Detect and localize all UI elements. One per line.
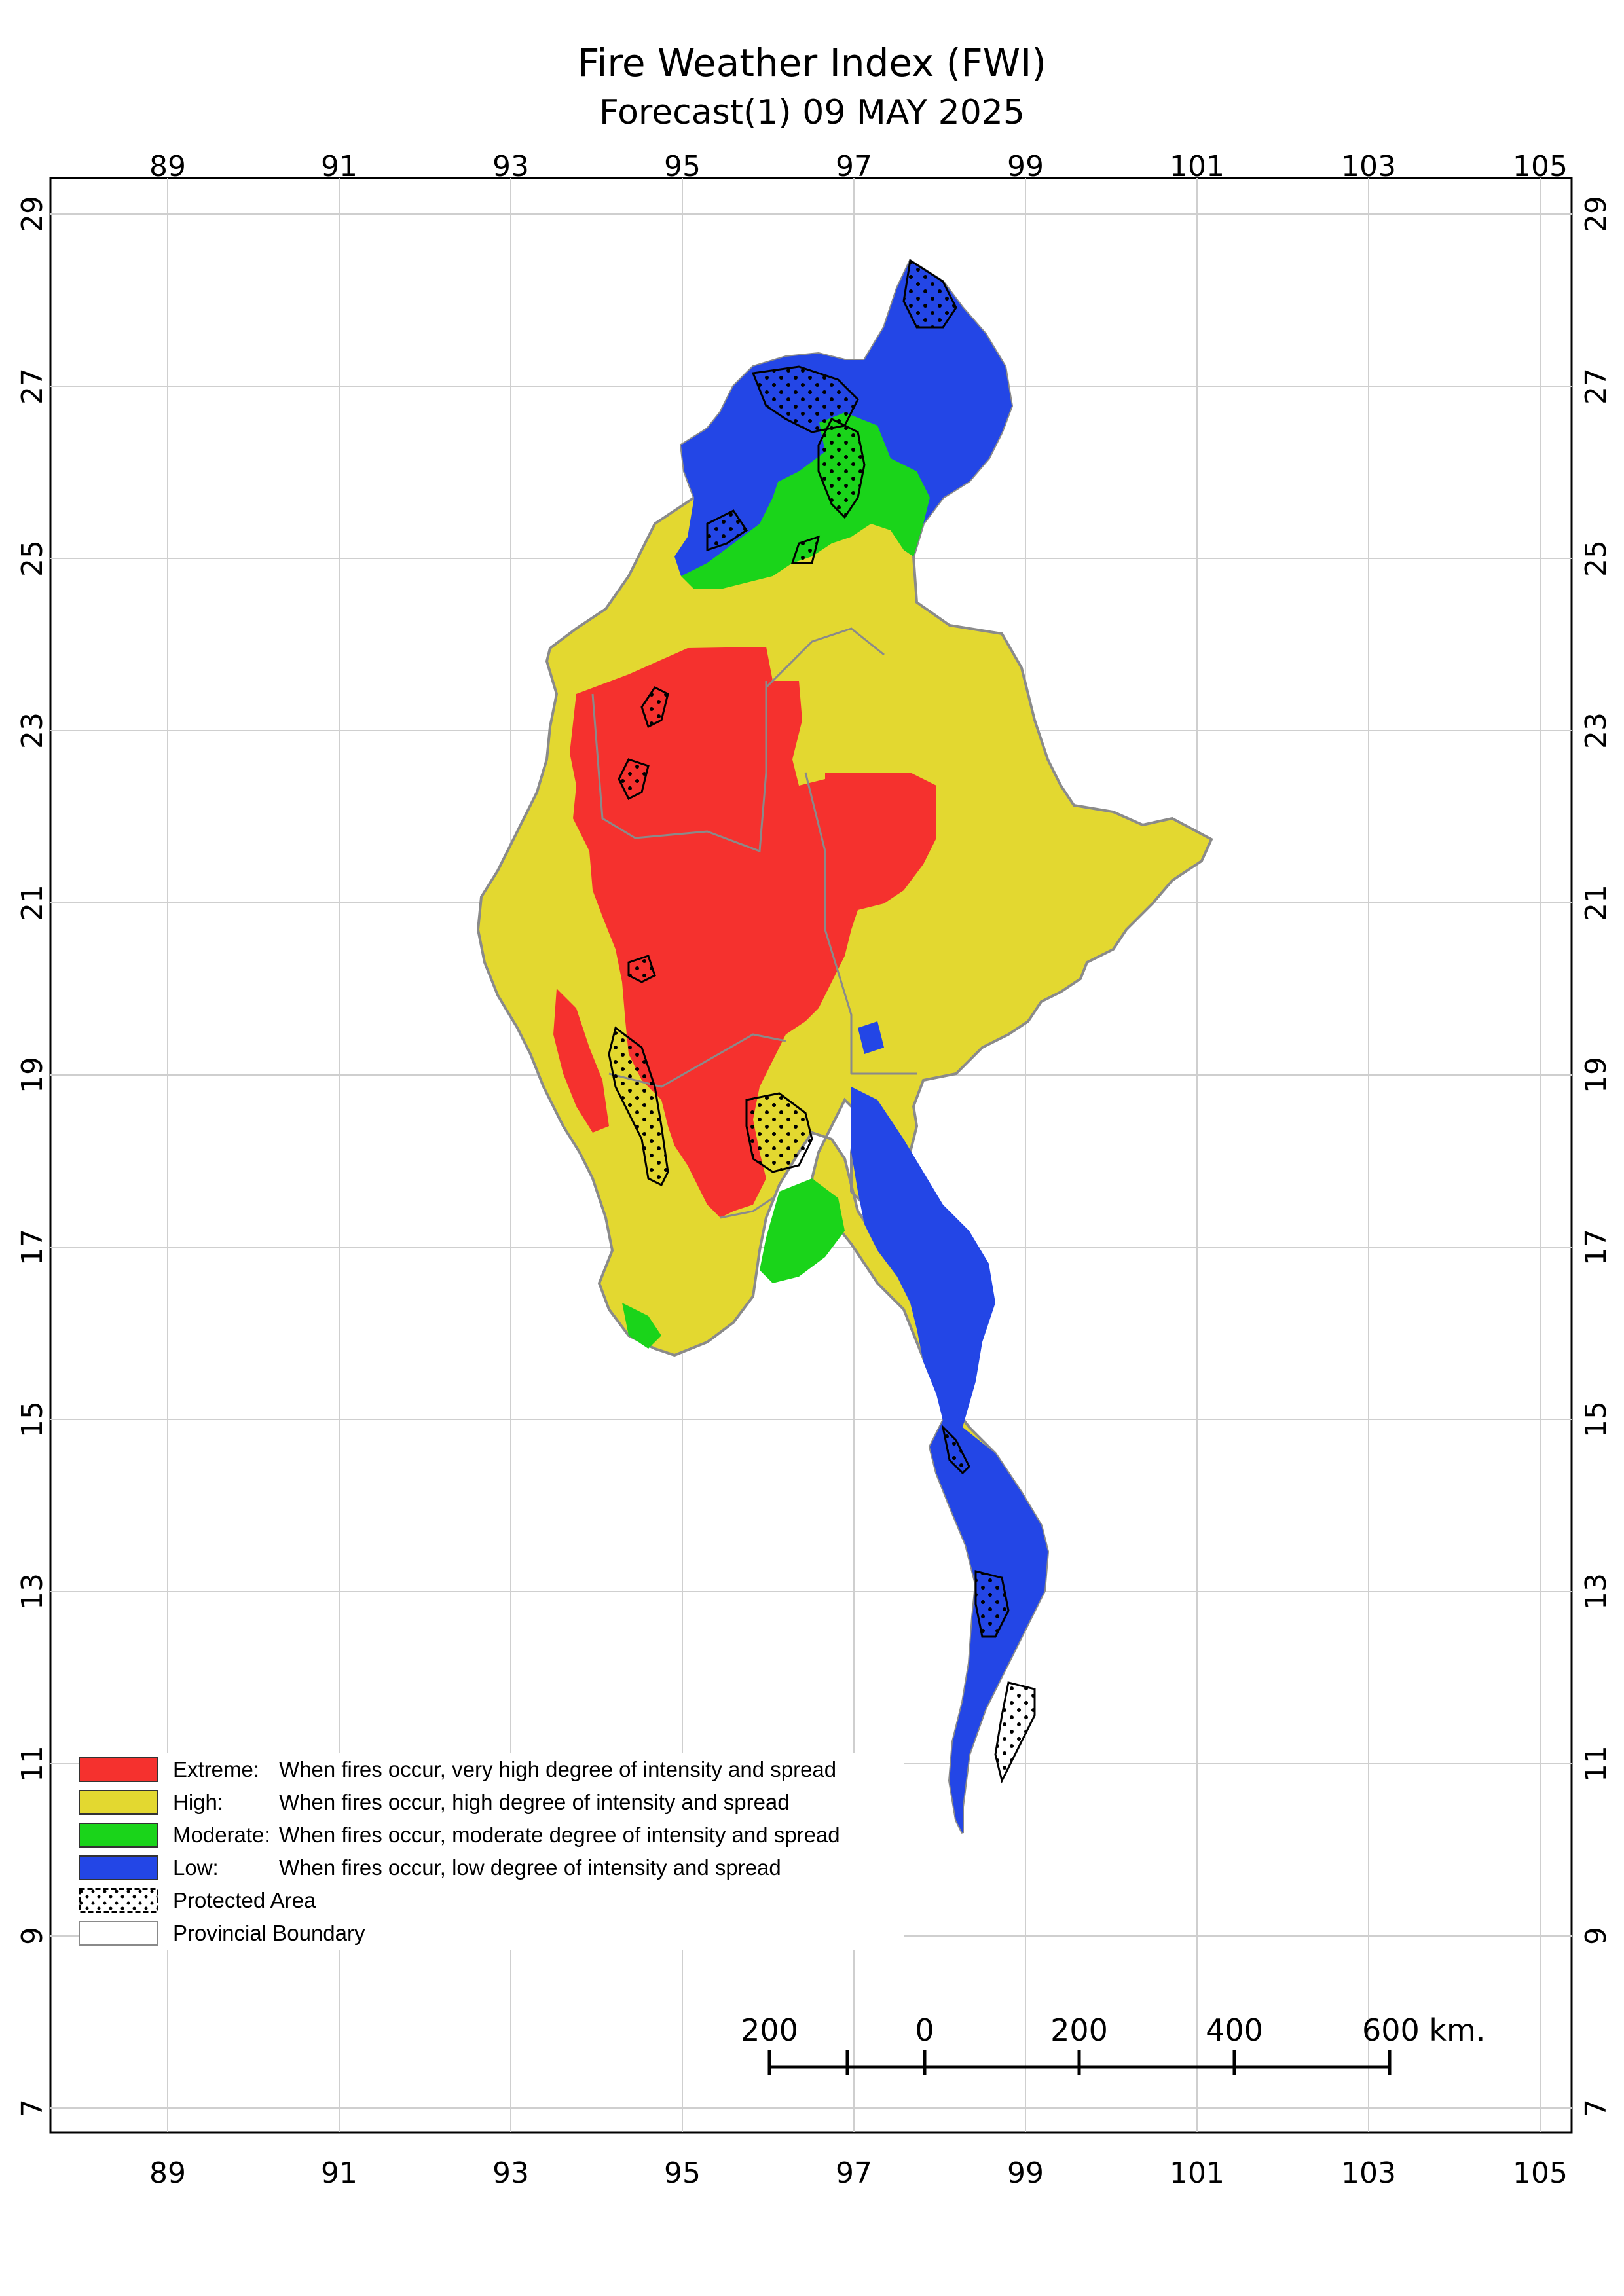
scale-label-200-left: 200: [741, 2013, 798, 2048]
legend-name-extreme: Extreme:: [173, 1757, 260, 1781]
legend-swatch-extreme: [79, 1757, 158, 1782]
scale-label-600: 600 km.: [1362, 2013, 1486, 2048]
legend: Extreme: When fires occur, very high deg…: [79, 1753, 904, 1950]
lon-label-top: 95: [664, 150, 701, 183]
lat-label-right: 23: [1579, 712, 1613, 749]
lat-label-right: 9: [1579, 1927, 1613, 1945]
legend-desc-high: When fires occur, high degree of intensi…: [279, 1790, 790, 1814]
legend-desc-moderate: When fires occur, moderate degree of int…: [279, 1823, 840, 1847]
lat-label-left: 17: [16, 1229, 49, 1266]
lat-label-right: 11: [1579, 1745, 1613, 1782]
lat-label-right: 29: [1579, 196, 1613, 232]
legend-name-high: High:: [173, 1790, 224, 1814]
low-zone-north-inner: [753, 419, 825, 484]
low-zone-east-patch: [858, 1021, 884, 1054]
legend-name-low: Low:: [173, 1855, 219, 1880]
scale-label-400: 400: [1206, 2013, 1263, 2048]
legend-desc-low: When fires occur, low degree of intensit…: [279, 1855, 781, 1880]
lat-label-left: 15: [16, 1401, 49, 1438]
lat-label-left: 21: [16, 884, 49, 921]
fwi-map: [476, 259, 1213, 1834]
lat-label-right: 13: [1579, 1573, 1613, 1610]
lat-label-left: 19: [16, 1057, 49, 1093]
legend-label-protected: Protected Area: [173, 1888, 316, 1912]
lon-label-top: 91: [321, 150, 358, 183]
moderate-zone-north: [681, 412, 930, 589]
lat-label-left: 11: [16, 1745, 49, 1782]
lon-label-top: 99: [1007, 150, 1044, 183]
moderate-zone-delta: [622, 1303, 661, 1349]
legend-name-moderate: Moderate:: [173, 1823, 270, 1847]
legend-swatch-high: [79, 1790, 158, 1815]
lon-label-bottom: 101: [1170, 2157, 1225, 2190]
lat-label-left: 7: [16, 2099, 49, 2117]
lat-label-left: 27: [16, 368, 49, 405]
extreme-zone-west: [553, 989, 609, 1133]
legend-label-boundary: Provincial Boundary: [173, 1921, 365, 1945]
lon-label-top: 101: [1170, 150, 1225, 183]
lat-label-right: 25: [1579, 540, 1613, 577]
lon-label-bottom: 89: [149, 2157, 186, 2190]
legend-swatch-boundary: [79, 1921, 158, 1946]
lon-label-bottom: 93: [492, 2157, 529, 2190]
lat-label-right: 15: [1579, 1401, 1613, 1438]
lon-label-top: 105: [1513, 150, 1568, 183]
scale-label-0: 0: [915, 2013, 934, 2048]
lon-label-bottom: 95: [664, 2157, 701, 2190]
legend-swatch-low: [79, 1855, 158, 1880]
lat-label-right: 27: [1579, 368, 1613, 405]
coordinate-labels: 8989919193939595979799991011011031031051…: [16, 150, 1613, 2190]
protected-areas: [608, 259, 1036, 1784]
scale-bar: [767, 2050, 1392, 2075]
lat-label-left: 9: [16, 1927, 49, 1945]
lat-label-left: 23: [16, 712, 49, 749]
lon-label-bottom: 105: [1513, 2157, 1568, 2190]
extreme-zone-central: [570, 647, 936, 1218]
lat-label-left: 25: [16, 540, 49, 577]
lon-label-bottom: 99: [1007, 2157, 1044, 2190]
scale-label-200: 200: [1050, 2013, 1108, 2048]
legend-item-protected: Protected Area: [79, 1884, 904, 1917]
legend-item-high: High: When fires occur, high degree of i…: [79, 1786, 904, 1819]
map-title: Fire Weather Index (FWI): [578, 41, 1046, 85]
lon-label-top: 89: [149, 150, 186, 183]
legend-swatch-protected: [79, 1888, 158, 1913]
lat-label-left: 13: [16, 1573, 49, 1610]
legend-item-extreme: Extreme: When fires occur, very high deg…: [79, 1753, 904, 1786]
legend-item-moderate: Moderate: When fires occur, moderate deg…: [79, 1819, 904, 1851]
legend-swatch-moderate: [79, 1823, 158, 1848]
lat-label-right: 19: [1579, 1057, 1613, 1093]
legend-item-boundary: Provincial Boundary: [79, 1917, 904, 1950]
map-subtitle: Forecast(1) 09 MAY 2025: [599, 93, 1025, 132]
lat-label-right: 7: [1579, 2099, 1613, 2117]
lat-label-right: 17: [1579, 1229, 1613, 1266]
lon-label-bottom: 97: [836, 2157, 872, 2190]
legend-item-low: Low: When fires occur, low degree of int…: [79, 1851, 904, 1884]
map-frame: [49, 177, 1573, 2134]
lon-label-top: 93: [492, 150, 529, 183]
moderate-zone-south: [760, 1178, 845, 1283]
lat-label-left: 29: [16, 196, 49, 232]
lon-label-bottom: 91: [321, 2157, 358, 2190]
legend-desc-extreme: When fires occur, very high degree of in…: [279, 1757, 837, 1781]
lon-label-top: 97: [836, 150, 872, 183]
lon-label-bottom: 103: [1341, 2157, 1396, 2190]
lon-label-top: 103: [1341, 150, 1396, 183]
lat-label-right: 21: [1579, 884, 1613, 921]
